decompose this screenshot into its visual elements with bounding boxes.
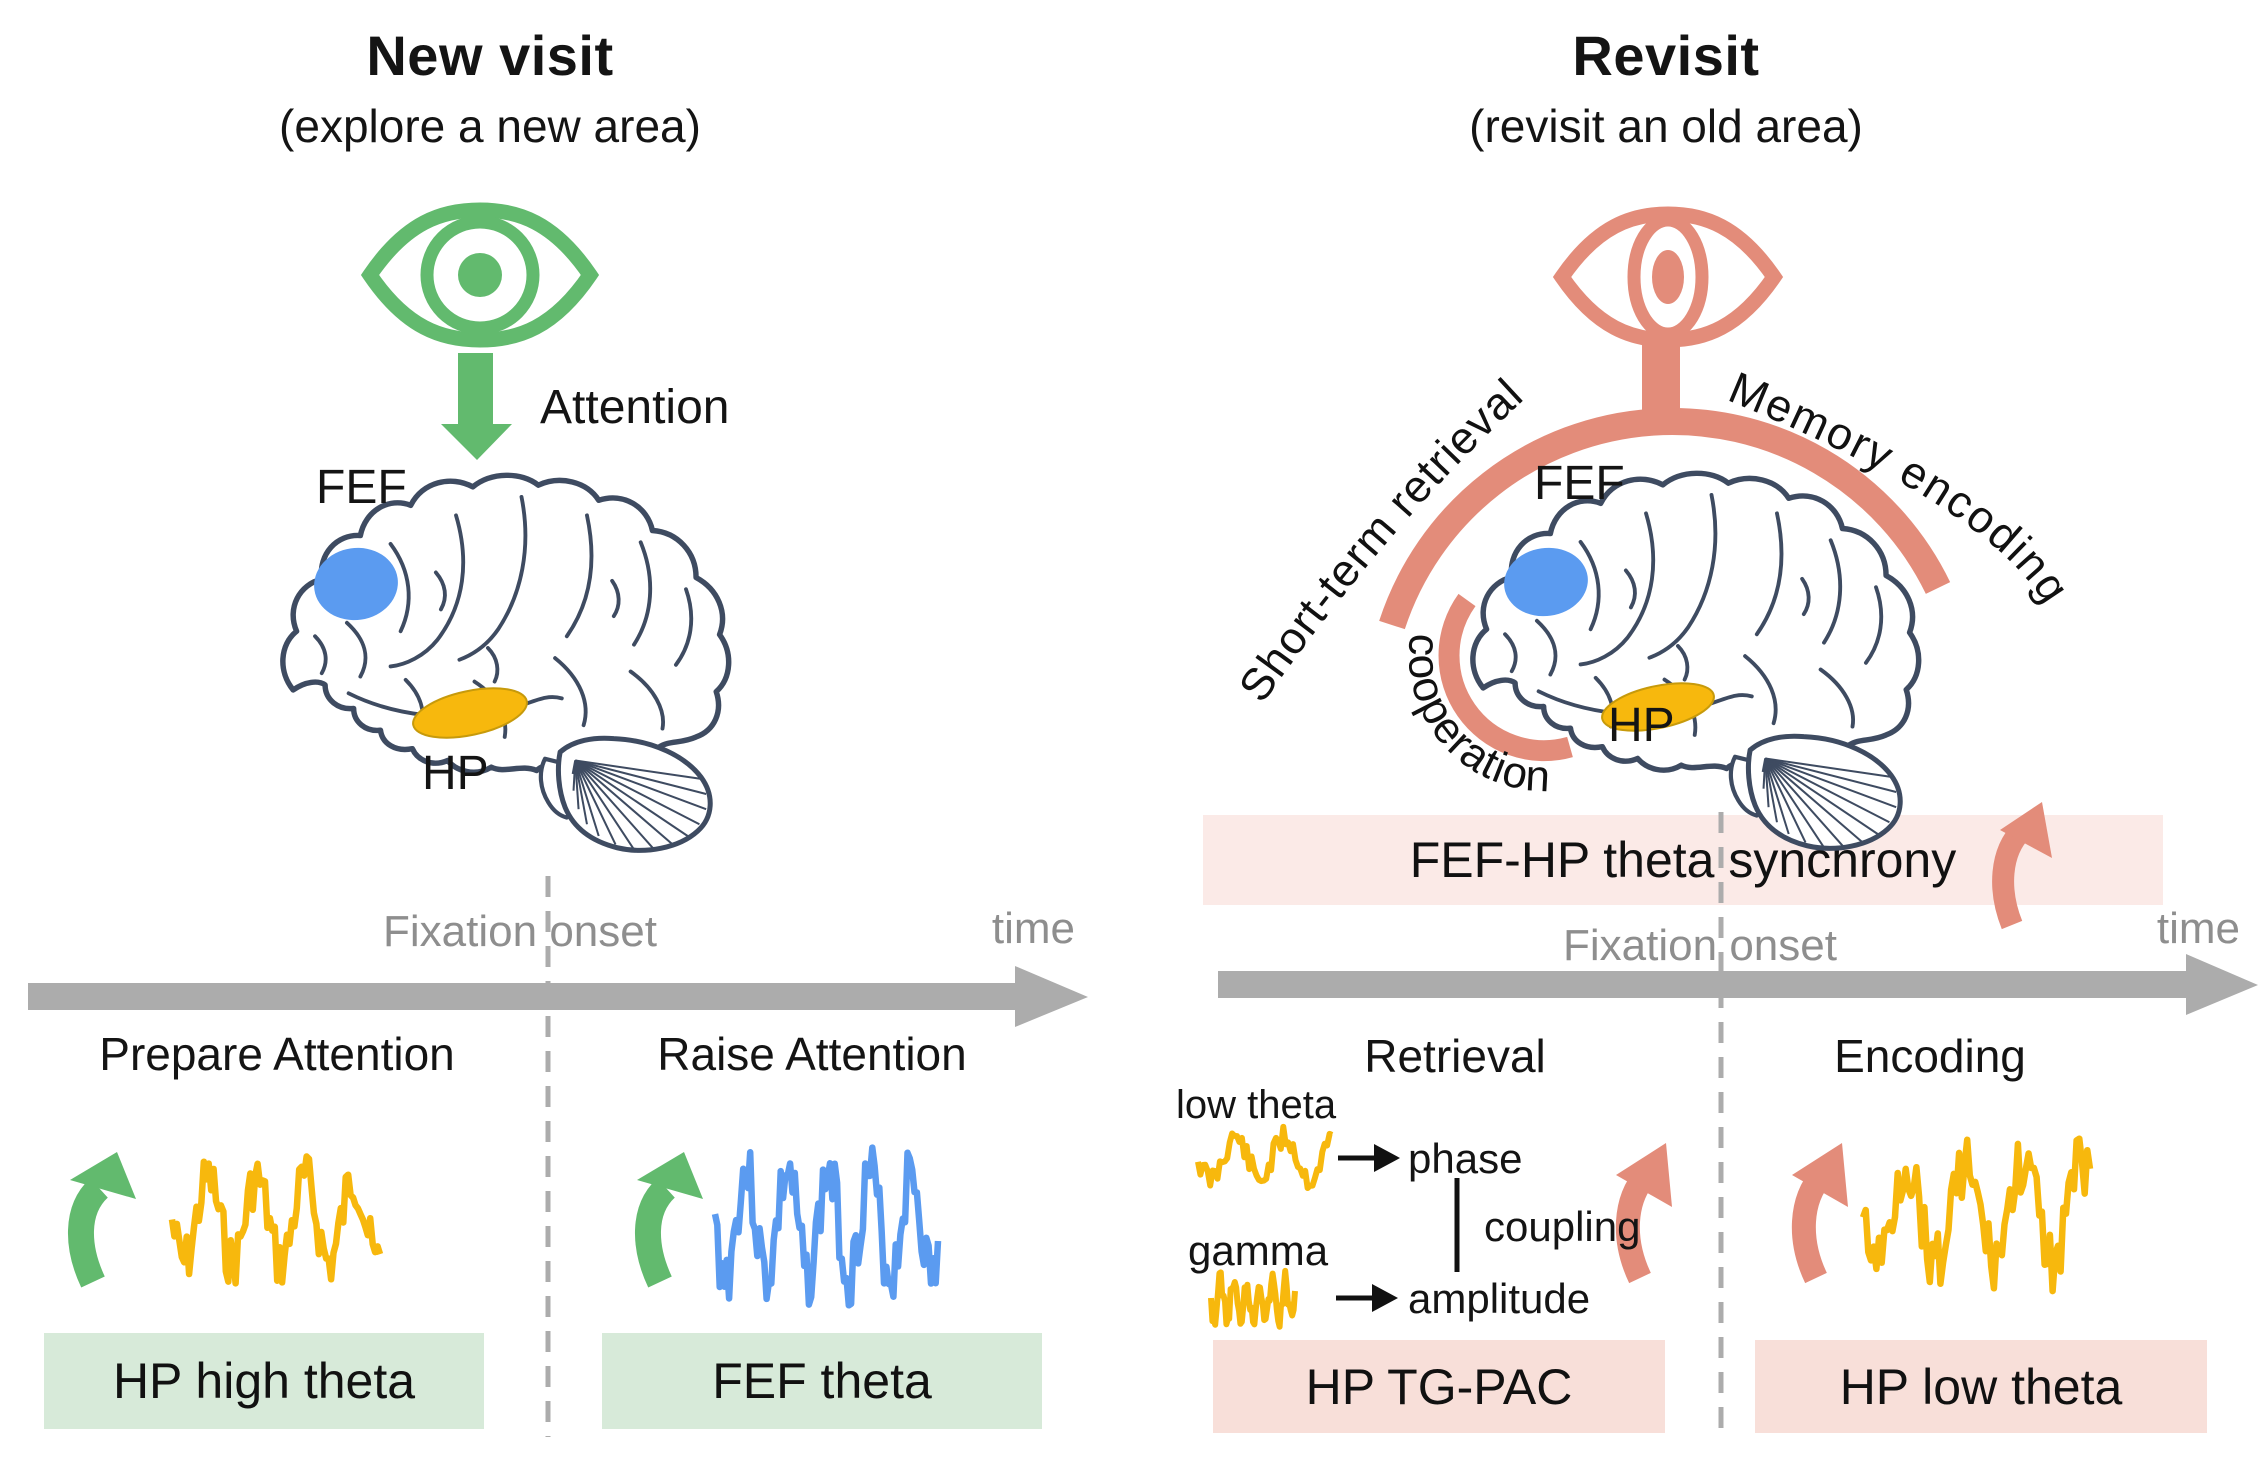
low-theta-label: low theta: [1176, 1083, 1337, 1127]
fef-theta-wave: [711, 1144, 942, 1309]
pupil: [1652, 250, 1684, 304]
fef-theta-label: FEF theta: [712, 1353, 932, 1409]
gamma-label: gamma: [1188, 1227, 1329, 1274]
timeline-arrow: [1218, 954, 2258, 1015]
raise-attention-label: Raise Attention: [657, 1028, 967, 1080]
brain-illustration: [283, 475, 729, 850]
time-label: time: [2156, 904, 2240, 953]
hp-tgpac-label: HP TG-PAC: [1305, 1358, 1573, 1415]
hp-label: HP: [1608, 699, 1675, 752]
fixation-onset-label: Fixation onset: [383, 907, 657, 956]
attention-label: Attention: [540, 381, 730, 434]
increase-arrow: [67, 1152, 136, 1288]
coupling-increase-arrow: [1615, 1143, 1672, 1284]
hp-high-theta-label: HP high theta: [112, 1353, 416, 1409]
pupil: [458, 253, 502, 297]
low-theta-wave: [1195, 1123, 1334, 1191]
timeline-arrow: [28, 966, 1088, 1027]
cooperation-arc: [1438, 593, 1573, 762]
increase-arrow: [634, 1152, 703, 1288]
prepare-attention-label: Prepare Attention: [99, 1028, 455, 1080]
amplitude-word: amplitude: [1408, 1275, 1591, 1322]
hp-region: [1601, 682, 1715, 732]
fef-theta-box: FEF theta: [602, 1333, 1042, 1429]
hp-low-theta-wave: [1859, 1135, 2094, 1295]
left-panel-title: New visit: [366, 24, 614, 87]
eye-icon: [360, 202, 600, 348]
right-panel-title: Revisit: [1572, 24, 1760, 87]
encoding-increase-arrow: [1791, 1143, 1848, 1284]
time-label: time: [991, 904, 1075, 953]
retrieval-encoding-arc: [1379, 407, 1951, 630]
fixation-onset-label: Fixation onset: [1563, 921, 1837, 970]
synchrony-increase-arrow: [1992, 802, 2052, 930]
fef-label: FEF: [1534, 457, 1625, 510]
gamma-wave: [1208, 1267, 1298, 1330]
fef-region: [1504, 547, 1588, 617]
hp-low-theta-label: HP low theta: [1839, 1358, 2123, 1415]
hp-high-theta-box: HP high theta: [44, 1333, 484, 1429]
left-panel-subtitle: (explore a new area): [279, 100, 701, 152]
retrieval-label: Retrieval: [1364, 1030, 1546, 1082]
hp-region: [412, 687, 528, 739]
fef-region: [314, 547, 398, 621]
hp-label: HP: [422, 747, 489, 800]
hp-theta-wave: [168, 1153, 384, 1287]
hp-low-theta-box: HP low theta: [1755, 1340, 2207, 1433]
coupling-word: coupling: [1484, 1203, 1641, 1250]
hp-tgpac-box: HP TG-PAC: [1213, 1340, 1665, 1433]
phase-word: phase: [1408, 1135, 1523, 1182]
amplitude-arrow: [1336, 1284, 1398, 1312]
eye-icon: [1552, 206, 1784, 348]
phase-arrow: [1338, 1144, 1400, 1172]
fef-label: FEF: [316, 461, 407, 514]
right-panel-subtitle: (revisit an old area): [1469, 100, 1863, 152]
encoding-label: Encoding: [1834, 1030, 2026, 1082]
attention-down-arrow: [441, 353, 512, 460]
